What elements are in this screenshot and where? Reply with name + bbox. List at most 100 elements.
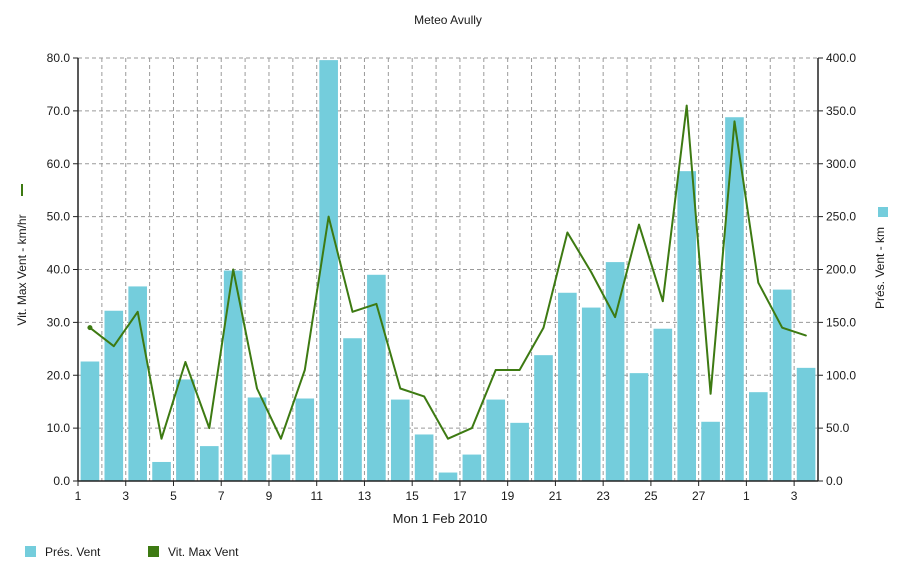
- y-right-tick-label: 0.0: [826, 474, 843, 488]
- bar: [653, 328, 673, 481]
- y-left-tick-label: 10.0: [47, 421, 71, 435]
- line-point: [351, 311, 354, 313]
- y-left-axis-label: Vit. Max Vent - km/hr: [15, 214, 29, 325]
- x-tick-label: 15: [406, 489, 420, 503]
- x-tick-label: 27: [692, 489, 706, 503]
- line-point: [757, 281, 760, 284]
- x-tick-label: 17: [453, 489, 467, 503]
- bar: [247, 397, 267, 481]
- line-point: [87, 325, 93, 331]
- x-tick-label: 25: [644, 489, 658, 503]
- line-point: [471, 427, 473, 429]
- y-right-tick-label: 50.0: [826, 421, 850, 435]
- y-left-tick-label: 0.0: [53, 474, 70, 488]
- line-point: [566, 231, 569, 234]
- x-tick-label: 3: [122, 489, 129, 503]
- line-point: [136, 311, 139, 313]
- tick-labels: 0.0 10.0 20.0 30.0 40.0 50.0 60.0 70.0 80.0 0.0 50…: [47, 51, 857, 503]
- line-point: [733, 120, 736, 123]
- legend-label-pres-vent: Prés. Vent: [45, 545, 101, 559]
- x-tick-label: 11: [310, 489, 323, 503]
- bar: [677, 171, 697, 481]
- bar: [534, 355, 553, 481]
- line-point: [447, 437, 449, 440]
- grid: [78, 57, 818, 482]
- x-tick-label: 21: [549, 489, 563, 503]
- line-point: [256, 387, 258, 390]
- bar-series: [80, 60, 816, 482]
- line-point: [638, 223, 640, 226]
- y-right-axis-label: Prés. Vent - km: [873, 227, 887, 309]
- y-right-tick-label: 200.0: [826, 263, 856, 277]
- bar: [581, 307, 601, 481]
- y-left-tick-label: 40.0: [47, 263, 71, 277]
- bar: [438, 472, 458, 481]
- legend-swatch-vit-max-vent: [148, 546, 159, 557]
- bar: [104, 310, 124, 481]
- x-tick-label: 19: [501, 489, 515, 503]
- y-left-tick-label: 60.0: [47, 157, 71, 171]
- x-tick-label: 3: [791, 489, 798, 503]
- x-tick-label: 7: [218, 489, 225, 503]
- bar: [749, 392, 768, 481]
- bar: [772, 289, 792, 481]
- bar: [510, 422, 529, 481]
- y-right-label-legend-swatch: [878, 207, 888, 217]
- x-tick-label: 13: [358, 489, 372, 503]
- bar: [295, 398, 315, 481]
- svg-text:Vit. Max Vent - km/hr: Vit. Max Vent - km/hr: [15, 214, 29, 325]
- bar: [629, 373, 649, 481]
- x-tick-label: 9: [266, 489, 273, 503]
- svg-text:Prés. Vent - km: Prés. Vent - km: [873, 227, 887, 309]
- y-right-tick-label: 350.0: [826, 104, 856, 118]
- y-left-tick-label: 70.0: [47, 104, 71, 118]
- y-right-tick-label: 250.0: [826, 210, 856, 224]
- y-left-tick-label: 30.0: [47, 315, 71, 329]
- bar: [199, 446, 219, 481]
- bar: [152, 461, 171, 481]
- x-axis-label: Mon 1 Feb 2010: [393, 511, 488, 526]
- line-point: [781, 326, 783, 329]
- bar: [80, 361, 100, 481]
- line-point: [375, 303, 378, 305]
- line-point: [662, 300, 664, 303]
- line-point: [423, 395, 425, 398]
- bar: [701, 421, 720, 481]
- chart-title: Meteo Avully: [414, 13, 482, 27]
- bar: [271, 454, 291, 481]
- line-point: [542, 326, 545, 329]
- y-right-tick-label: 400.0: [826, 51, 856, 65]
- bar: [223, 270, 243, 481]
- bar: [558, 292, 577, 481]
- line-point: [113, 345, 115, 347]
- y-right-tick-label: 100.0: [826, 368, 856, 382]
- line-point: [518, 369, 521, 371]
- line-point: [303, 369, 306, 371]
- bar: [390, 399, 410, 481]
- line-point: [494, 369, 497, 371]
- line-point: [160, 437, 163, 440]
- line-point: [399, 387, 402, 390]
- line-point: [685, 104, 688, 107]
- bar: [176, 379, 195, 481]
- line-point: [327, 215, 330, 218]
- line-point: [232, 268, 234, 271]
- bar: [343, 338, 362, 481]
- y-right-tick-label: 300.0: [826, 157, 856, 171]
- y-right-tick-label: 150.0: [826, 315, 856, 329]
- bar: [462, 454, 482, 481]
- line-point: [280, 437, 282, 440]
- x-tick-label: 1: [75, 489, 82, 503]
- bar: [414, 434, 434, 481]
- line-point: [805, 334, 807, 337]
- line-series: [87, 104, 807, 440]
- x-tick-label: 23: [596, 489, 610, 503]
- bar: [319, 60, 338, 482]
- bar: [486, 399, 506, 481]
- y-left-tick-label: 50.0: [47, 210, 71, 224]
- line-point: [590, 271, 593, 273]
- axes: [73, 57, 823, 486]
- line-point: [709, 392, 712, 395]
- x-tick-label: 1: [743, 489, 750, 503]
